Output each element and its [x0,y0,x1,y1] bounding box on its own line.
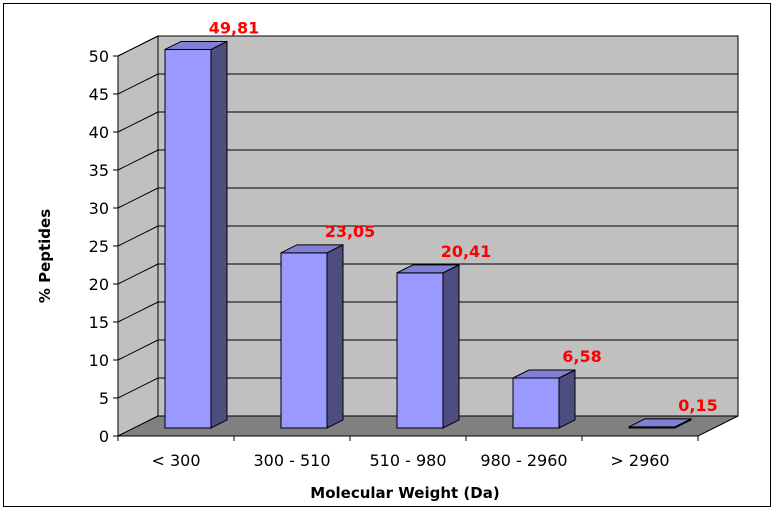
y-tick-label: 35 [89,161,109,180]
gridline-side [117,149,159,171]
bar-top [164,40,228,50]
data-label: 0,15 [678,396,717,415]
data-label: 6,58 [562,347,601,366]
bar [164,48,212,429]
gridline-side [117,339,159,361]
data-label: 23,05 [325,222,376,241]
gridline-side [117,73,159,95]
bar-top [512,369,576,379]
y-tick-label: 45 [89,85,109,104]
x-tick-label: < 300 [151,451,200,470]
y-tick-label: 5 [99,389,109,408]
bar-top [396,264,460,274]
data-label: 20,41 [441,242,492,261]
x-axis-title: Molecular Weight (Da) [310,484,499,502]
y-tick-labels: 0 5 10 15 20 25 30 35 40 45 50 [89,47,109,446]
bar-top [280,244,344,254]
gridline-side [117,187,159,209]
data-labels: 49,81 23,05 20,41 6,58 0,15 [209,18,718,414]
y-tick-label: 50 [89,47,109,66]
bar-side [326,244,344,429]
x-tick-label: > 2960 [610,451,669,470]
x-tick-label: 510 - 980 [369,451,446,470]
y-tick-label: 0 [99,427,109,446]
y-tick-label: 30 [89,199,109,218]
gridline-side [117,111,159,133]
y-tick-label: 10 [89,351,109,370]
bar [280,252,328,429]
y-tick-label: 20 [89,275,109,294]
gridline-side [117,263,159,285]
bar-side [442,264,460,429]
bar [396,272,444,429]
bar-top [628,418,692,428]
data-label: 49,81 [209,18,260,37]
bar [512,377,560,429]
y-tick-label: 40 [89,123,109,142]
bars [164,40,692,429]
y-axis-title: % Peptides [36,209,54,303]
bar-side [558,369,576,429]
gridline-side [117,301,159,323]
gridline-side [117,377,159,399]
axes [113,55,699,441]
x-tick-label: 980 - 2960 [480,451,567,470]
gridline-side [117,225,159,247]
gridline-side [117,35,159,57]
bar-side [210,40,228,429]
y-tick-label: 15 [89,313,109,332]
y-tick-label: 25 [89,237,109,256]
x-tick-labels: < 300 300 - 510 510 - 980 980 - 2960 > 2960 [151,451,669,470]
x-tick-label: 300 - 510 [253,451,330,470]
